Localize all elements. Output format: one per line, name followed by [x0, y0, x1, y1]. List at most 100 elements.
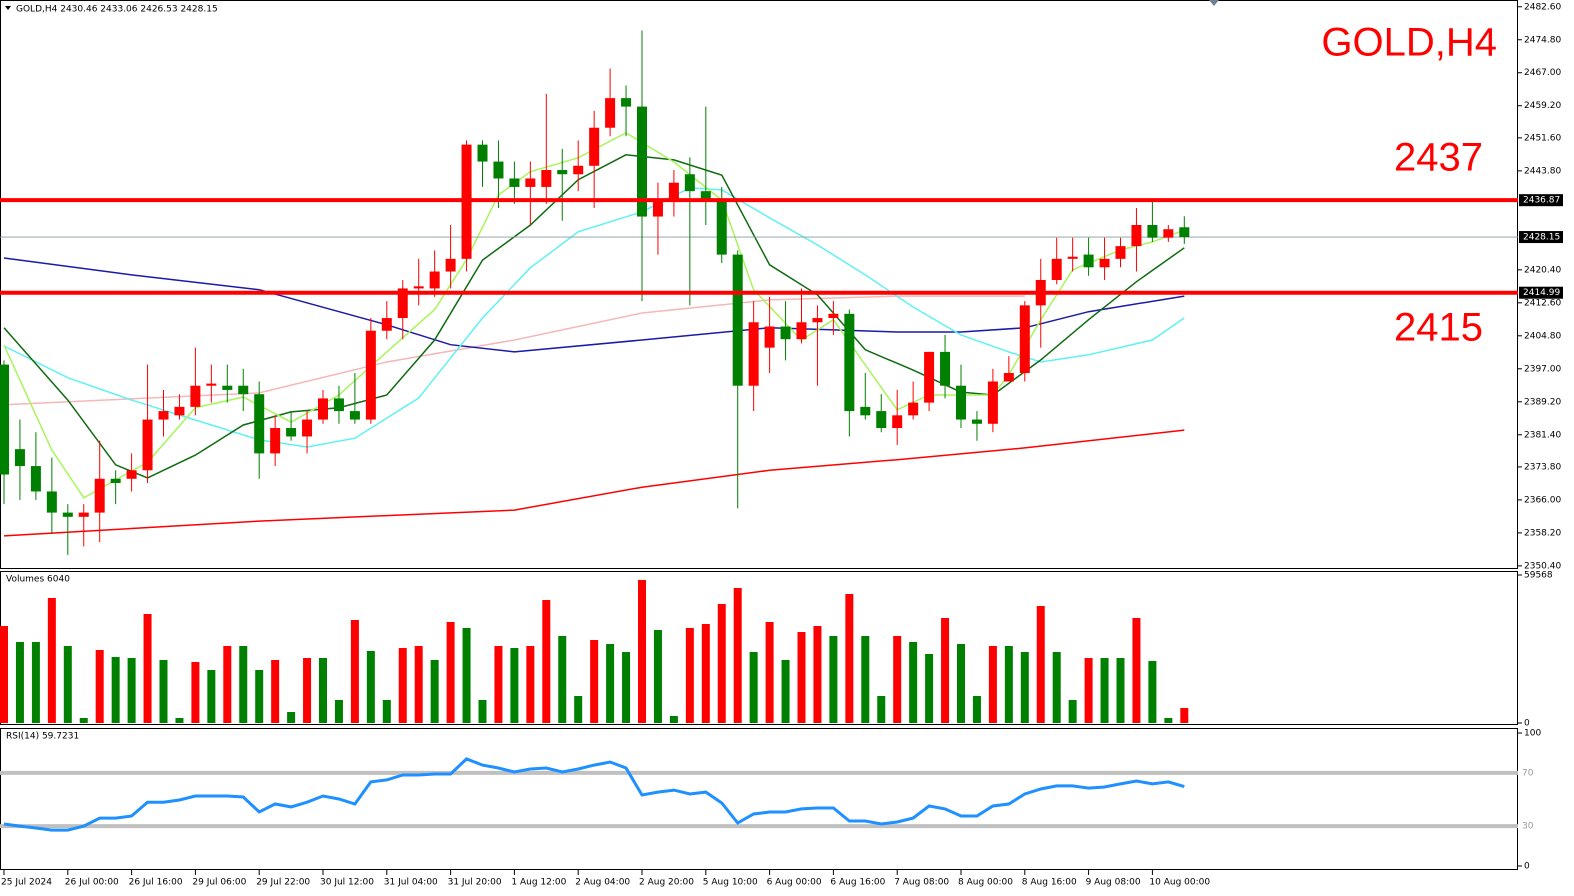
volume-bar [462, 627, 471, 723]
volume-bar [478, 699, 487, 723]
volume-bar [1004, 645, 1013, 723]
volume-bar [207, 669, 216, 723]
y-tick-label: 2482.60 [1524, 2, 1561, 12]
candle-body [174, 406, 185, 416]
candle-body [62, 512, 73, 517]
candle-body [222, 385, 233, 390]
x-tick-label: 2 Aug 04:00 [575, 878, 630, 888]
candle-body [1067, 256, 1078, 259]
volume-bar [31, 641, 40, 723]
chart-header: GOLD,H4 2430.46 2433.06 2426.53 2428.15 [16, 5, 218, 15]
candle-body [0, 364, 9, 475]
volume-bar [765, 621, 774, 723]
x-tick-label: 26 Jul 00:00 [65, 878, 119, 888]
candle-body [541, 170, 552, 187]
volume-bar [510, 647, 519, 723]
candle-body [190, 385, 201, 407]
candle-body [46, 491, 57, 513]
candle-body [971, 419, 982, 424]
volume-bar [287, 711, 296, 723]
candle-body [14, 449, 25, 467]
price-box [1519, 194, 1563, 207]
candle-body [987, 381, 998, 424]
candle-body [589, 127, 600, 166]
candle-body [318, 398, 328, 420]
candle-body [844, 313, 855, 412]
candle-body [349, 411, 360, 420]
volume-bar [733, 587, 742, 723]
volume-bar [972, 695, 981, 723]
moving-average [3, 295, 1025, 406]
volume-bar [430, 659, 439, 723]
volume-bar [701, 623, 710, 723]
candle-body [700, 191, 711, 200]
candle-body [796, 322, 807, 340]
volume-bar [446, 621, 455, 723]
y-tick-label: 0 [1524, 862, 1530, 872]
candle-body [1051, 258, 1062, 280]
candle-body [637, 106, 647, 217]
y-tick-label: 2451.60 [1524, 133, 1561, 143]
candle-body [525, 178, 536, 187]
volume-title: Volumes 6040 [6, 575, 70, 585]
volume-bar [303, 657, 312, 723]
x-tick-label: 6 Aug 16:00 [830, 878, 885, 888]
volume-bar [925, 653, 934, 723]
candle-body [1019, 305, 1030, 374]
price-box-label: 2436.87 [1523, 196, 1560, 206]
candle-body [732, 254, 743, 386]
level-annotation: 2415 [1394, 305, 1483, 349]
y-tick-label: 2459.20 [1524, 101, 1561, 111]
x-tick-label: 8 Aug 00:00 [958, 878, 1013, 888]
candle-body [381, 318, 392, 331]
candle-body [126, 470, 137, 479]
volume-bar [414, 645, 423, 723]
volume-bar [813, 625, 822, 723]
candle-body [924, 351, 935, 403]
volume-bar [909, 641, 918, 723]
candle-body [142, 419, 153, 471]
header-marker [5, 6, 11, 10]
shift-marker [1209, 0, 1219, 6]
volume-bar [638, 579, 646, 723]
volume-bar [590, 639, 599, 723]
price-box-label: 2428.15 [1523, 233, 1560, 243]
volume-bar [829, 635, 838, 723]
volume-bar [0, 625, 8, 723]
volume-bar [717, 603, 726, 723]
candle-body [302, 419, 313, 437]
x-tick-label: 30 Jul 12:00 [320, 878, 374, 888]
y-tick-label: 59568 [1524, 571, 1553, 581]
x-tick-label: 31 Jul 04:00 [384, 878, 438, 888]
volume-bar [1068, 699, 1077, 723]
volume-bar [893, 635, 902, 723]
y-tick-label: 2404.80 [1524, 331, 1561, 341]
volume-bar [239, 645, 248, 723]
x-tick-label: 29 Jul 06:00 [192, 878, 246, 888]
candle-body [477, 144, 488, 162]
candle-body [876, 411, 887, 429]
volume-bar [366, 650, 375, 723]
y-tick-label: 2381.40 [1524, 430, 1561, 440]
rsi-line [3, 757, 1185, 832]
volume-bar [1164, 717, 1173, 723]
volume-bar [574, 695, 583, 723]
y-tick-label: 2389.20 [1524, 397, 1561, 407]
volume-bar [63, 645, 72, 723]
main-panel [0, 0, 1518, 569]
candle-body [1099, 258, 1110, 268]
candle-body [30, 466, 41, 492]
candle-body [1147, 225, 1158, 238]
candle-body [605, 98, 616, 128]
x-tick-label: 26 Jul 16:00 [129, 878, 183, 888]
level-annotation: 2437 [1394, 136, 1483, 180]
volume-bar [319, 657, 327, 723]
volume-bar [1116, 657, 1125, 723]
volume-bar [1100, 657, 1109, 723]
volume-bar [255, 669, 264, 723]
y-tick-label: 2420.40 [1524, 265, 1561, 275]
candle-body [1083, 254, 1094, 268]
candle-body [621, 98, 632, 107]
candle-body [908, 402, 919, 416]
x-tick-label: 5 Aug 10:00 [703, 878, 758, 888]
